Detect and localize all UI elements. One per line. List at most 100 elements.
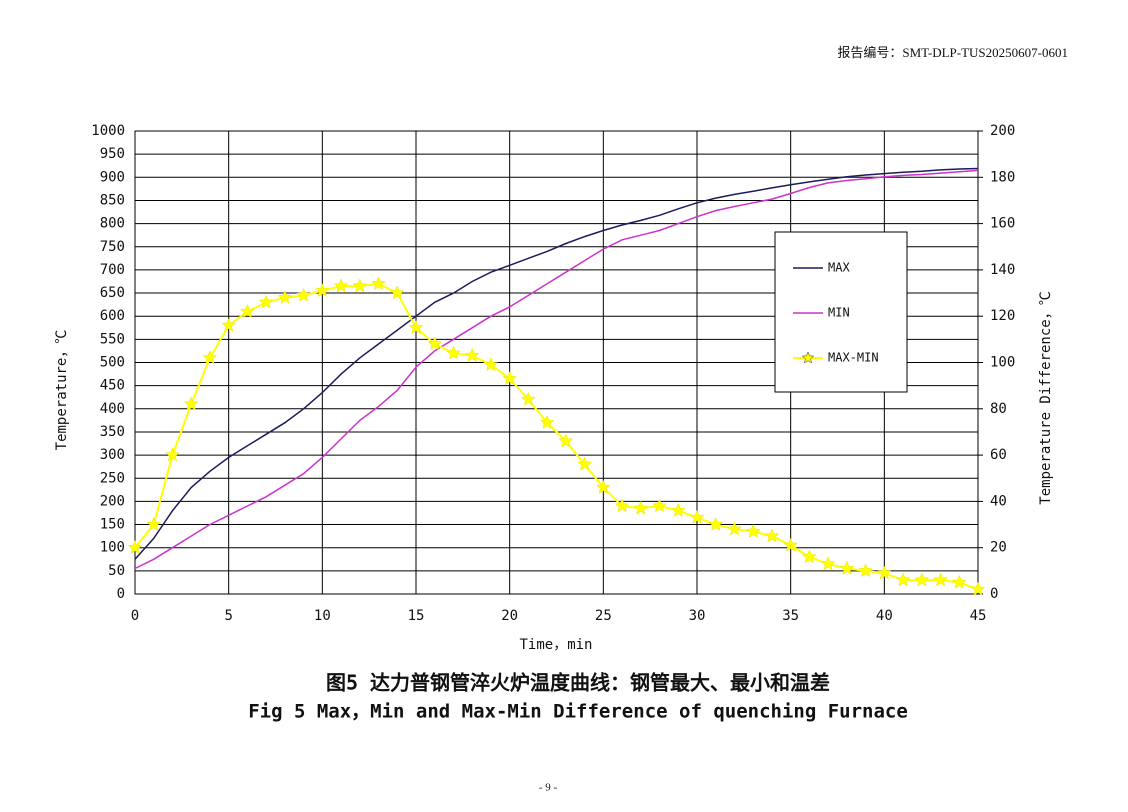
y-tick-label: 650 xyxy=(100,285,125,301)
point-marker xyxy=(933,572,948,587)
point-marker xyxy=(277,290,293,304)
y-tick-label: 100 xyxy=(100,540,125,556)
point-marker xyxy=(315,283,330,297)
point-marker xyxy=(446,345,461,360)
point-marker xyxy=(558,433,574,448)
y-tick-label: 1000 xyxy=(91,123,125,139)
point-marker xyxy=(670,503,686,517)
y2-tick-label: 120 xyxy=(990,308,1015,324)
y2-tick-label: 20 xyxy=(990,540,1007,556)
x-tick-label: 20 xyxy=(501,608,518,624)
y2-axis-label: Temperature Difference，℃ xyxy=(1038,291,1054,504)
y-axis-label: Temperature，℃ xyxy=(54,330,70,451)
y2-tick-label: 140 xyxy=(990,262,1015,278)
series-line xyxy=(134,167,979,560)
y-tick-label: 600 xyxy=(100,308,125,324)
point-marker xyxy=(708,516,724,531)
point-marker xyxy=(858,563,873,578)
y2-tick-label: 180 xyxy=(990,169,1015,185)
y-tick-label: 200 xyxy=(100,493,125,509)
y-tick-label: 0 xyxy=(117,586,125,602)
point-marker xyxy=(202,350,218,365)
legend-label: MAX-MIN xyxy=(828,351,879,365)
y-tick-label: 700 xyxy=(100,262,125,278)
point-marker xyxy=(614,498,630,513)
point-marker xyxy=(633,500,649,515)
point-marker xyxy=(689,509,705,524)
y-tick-label: 400 xyxy=(100,401,125,417)
point-marker xyxy=(951,574,967,589)
y-tick-label: 900 xyxy=(100,169,125,185)
legend-marker xyxy=(801,351,815,364)
point-marker xyxy=(820,556,836,571)
chart-title: 图5 达力普钢管淬火炉温度曲线：钢管最大、最小和温差 xyxy=(326,671,830,695)
point-marker xyxy=(745,523,761,538)
y2-tick-label: 0 xyxy=(990,586,998,602)
report-number: 报告编号：SMT-DLP-TUS20250607-0601 xyxy=(837,45,1068,60)
point-marker xyxy=(839,560,855,575)
point-marker xyxy=(502,371,517,385)
point-marker xyxy=(371,276,386,291)
point-marker xyxy=(221,317,236,332)
point-marker xyxy=(296,287,311,302)
y-tick-label: 550 xyxy=(100,331,125,347)
legend-label: MIN xyxy=(828,306,850,320)
point-marker xyxy=(183,396,199,411)
y-tick-label: 500 xyxy=(100,355,125,371)
point-marker xyxy=(652,498,667,513)
x-tick-label: 10 xyxy=(314,608,331,624)
point-marker xyxy=(146,516,162,531)
x-tick-label: 45 xyxy=(970,608,987,624)
x-tick-label: 30 xyxy=(689,608,706,624)
x-tick-label: 40 xyxy=(876,608,893,624)
x-tick-label: 25 xyxy=(595,608,612,624)
y-tick-label: 800 xyxy=(100,216,125,232)
point-marker xyxy=(127,540,143,554)
point-marker xyxy=(408,320,424,334)
y-tick-label: 150 xyxy=(100,517,125,533)
page-number: - 9 - xyxy=(539,782,558,794)
point-marker xyxy=(596,479,611,494)
point-marker xyxy=(970,581,986,596)
point-marker xyxy=(240,303,255,318)
point-marker xyxy=(783,537,798,552)
y-tick-label: 950 xyxy=(100,146,125,162)
y-tick-label: 350 xyxy=(100,424,125,440)
x-tick-label: 0 xyxy=(131,608,139,624)
series-line xyxy=(134,169,979,570)
y2-tick-label: 200 xyxy=(990,123,1015,139)
point-marker xyxy=(539,415,555,429)
point-marker xyxy=(483,357,499,372)
point-marker xyxy=(895,572,911,587)
point-marker xyxy=(877,565,892,580)
x-tick-label: 35 xyxy=(782,608,799,624)
chart-subtitle: Fig 5 Max，Min and Max-Min Difference of … xyxy=(248,701,908,723)
point-marker xyxy=(258,294,274,309)
point-marker xyxy=(464,347,480,362)
point-marker xyxy=(577,456,592,471)
y2-tick-label: 40 xyxy=(990,493,1007,509)
x-tick-label: 15 xyxy=(408,608,425,624)
x-tick-label: 5 xyxy=(224,608,232,624)
y2-tick-label: 100 xyxy=(990,355,1015,371)
y2-tick-label: 160 xyxy=(990,216,1015,232)
series-line xyxy=(134,282,979,591)
y2-tick-label: 60 xyxy=(990,447,1007,463)
point-marker xyxy=(165,447,180,462)
point-marker xyxy=(727,521,742,536)
legend-label: MAX xyxy=(828,261,850,275)
point-marker xyxy=(352,278,368,293)
y-tick-label: 50 xyxy=(108,563,125,579)
y2-tick-label: 80 xyxy=(990,401,1007,417)
point-marker xyxy=(389,285,405,300)
legend-box xyxy=(774,231,908,393)
y-tick-label: 450 xyxy=(100,378,125,394)
y-tick-label: 850 xyxy=(100,192,125,208)
point-marker xyxy=(427,336,443,351)
point-marker xyxy=(521,391,536,406)
y-tick-label: 250 xyxy=(100,470,125,486)
point-marker xyxy=(914,572,930,587)
x-axis-label: Time，min xyxy=(519,637,592,653)
